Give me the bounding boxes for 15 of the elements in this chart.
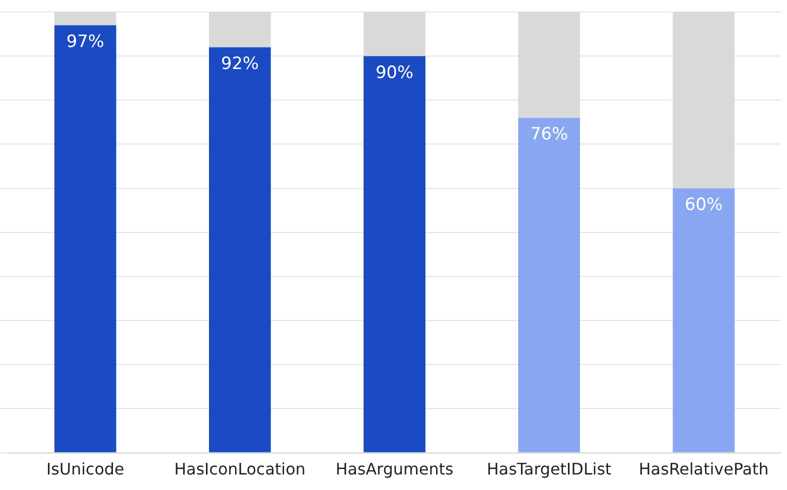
data-label: 90% [376, 63, 414, 83]
x-tick-label: HasArguments [336, 460, 454, 479]
bar [208, 47, 271, 452]
bar [54, 25, 116, 452]
data-label: 92% [221, 54, 259, 74]
bar [672, 188, 735, 452]
x-tick-label: HasIconLocation [174, 460, 306, 479]
x-tick-label: IsUnicode [46, 460, 124, 479]
data-label: 60% [684, 195, 723, 216]
bar [518, 118, 580, 452]
data-label: 97% [66, 32, 104, 52]
x-tick-label: HasRelativePath [638, 460, 769, 479]
bar [364, 56, 426, 452]
data-label: 76% [530, 124, 568, 145]
x-tick-label: HasTargetIDList [486, 460, 612, 479]
